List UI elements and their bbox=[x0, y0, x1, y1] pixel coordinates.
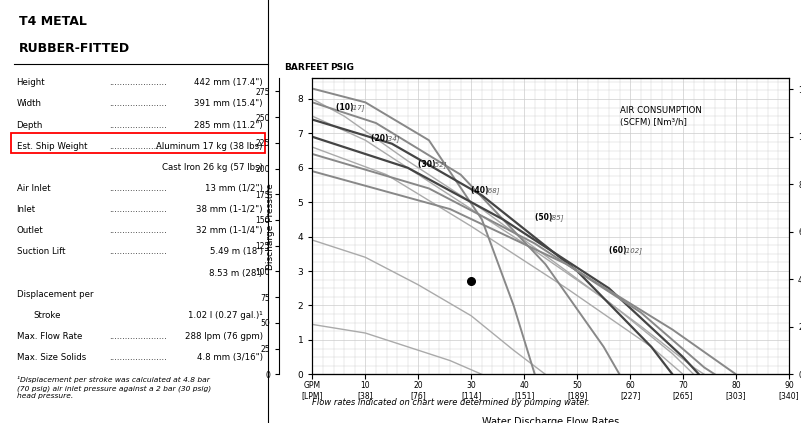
Text: RUBBER-FITTED: RUBBER-FITTED bbox=[19, 42, 131, 55]
Text: Width: Width bbox=[17, 99, 42, 108]
Text: 288 lpm (76 gpm): 288 lpm (76 gpm) bbox=[184, 332, 263, 341]
Text: Displacement per: Displacement per bbox=[17, 290, 93, 299]
Text: Flow rates indicated on chart were determined by pumping water.: Flow rates indicated on chart were deter… bbox=[312, 398, 590, 407]
Text: ......................: ...................... bbox=[109, 205, 167, 214]
Text: Aluminum 17 kg (38 lbs): Aluminum 17 kg (38 lbs) bbox=[156, 142, 263, 151]
Text: [85]: [85] bbox=[549, 214, 564, 221]
Text: ......................: ...................... bbox=[109, 78, 167, 87]
Text: (40): (40) bbox=[471, 186, 491, 195]
Text: 32 mm (1-1/4"): 32 mm (1-1/4") bbox=[196, 226, 263, 235]
Text: 1.02 l (0.27 gal.)¹: 1.02 l (0.27 gal.)¹ bbox=[187, 311, 263, 320]
X-axis label: Water Discharge Flow Rates: Water Discharge Flow Rates bbox=[482, 417, 619, 423]
Text: 285 mm (11.2"): 285 mm (11.2") bbox=[194, 121, 263, 129]
Text: 38 mm (1-1/2"): 38 mm (1-1/2") bbox=[196, 205, 263, 214]
Text: ......................: ...................... bbox=[109, 247, 167, 256]
Text: 391 mm (15.4"): 391 mm (15.4") bbox=[194, 99, 263, 108]
Text: ......................: ...................... bbox=[109, 142, 167, 151]
Text: [17]: [17] bbox=[351, 104, 365, 111]
Text: Max. Flow Rate: Max. Flow Rate bbox=[17, 332, 82, 341]
Text: Est. Ship Weight: Est. Ship Weight bbox=[17, 142, 87, 151]
Text: Inlet: Inlet bbox=[17, 205, 36, 214]
Text: Stroke: Stroke bbox=[33, 311, 61, 320]
Text: (20): (20) bbox=[371, 134, 391, 143]
Text: Max. Size Solids: Max. Size Solids bbox=[17, 353, 86, 362]
Text: Air Inlet: Air Inlet bbox=[17, 184, 50, 193]
Text: ......................: ...................... bbox=[109, 332, 167, 341]
Text: ......................: ...................... bbox=[109, 121, 167, 129]
Text: FEET: FEET bbox=[304, 63, 329, 72]
Text: (10): (10) bbox=[336, 103, 356, 112]
Text: Outlet: Outlet bbox=[17, 226, 43, 235]
Text: Discharge Pressure: Discharge Pressure bbox=[266, 183, 276, 270]
Text: PSIG: PSIG bbox=[330, 63, 354, 72]
Text: Suction Lift: Suction Lift bbox=[17, 247, 65, 256]
Text: [34]: [34] bbox=[385, 135, 400, 142]
Text: AIR CONSUMPTION
(SCFM) [Nm³/h]: AIR CONSUMPTION (SCFM) [Nm³/h] bbox=[619, 106, 702, 127]
Text: Depth: Depth bbox=[17, 121, 43, 129]
Text: [68]: [68] bbox=[486, 187, 501, 194]
Text: 8.53 m (28'): 8.53 m (28') bbox=[209, 269, 263, 277]
Text: Cast Iron 26 kg (57 lbs): Cast Iron 26 kg (57 lbs) bbox=[162, 163, 263, 172]
Text: T4 METAL: T4 METAL bbox=[19, 15, 87, 28]
Text: 5.49 m (18'): 5.49 m (18') bbox=[210, 247, 263, 256]
Text: ......................: ...................... bbox=[109, 226, 167, 235]
Text: (30): (30) bbox=[418, 160, 438, 169]
Text: ......................: ...................... bbox=[109, 99, 167, 108]
Text: 13 mm (1/2"): 13 mm (1/2") bbox=[204, 184, 263, 193]
Text: 4.8 mm (3/16"): 4.8 mm (3/16") bbox=[196, 353, 263, 362]
Text: (50): (50) bbox=[535, 213, 555, 222]
Text: (60): (60) bbox=[609, 246, 629, 255]
Text: [102]: [102] bbox=[624, 247, 642, 254]
Text: [52]: [52] bbox=[433, 161, 448, 168]
Text: ¹Displacement per stroke was calculated at 4.8 bar
(70 psig) air inlet pressure : ¹Displacement per stroke was calculated … bbox=[17, 376, 211, 399]
Text: BAR: BAR bbox=[284, 63, 305, 72]
Text: ......................: ...................... bbox=[109, 184, 167, 193]
Text: 442 mm (17.4"): 442 mm (17.4") bbox=[194, 78, 263, 87]
Text: Height: Height bbox=[17, 78, 45, 87]
Text: ......................: ...................... bbox=[109, 353, 167, 362]
